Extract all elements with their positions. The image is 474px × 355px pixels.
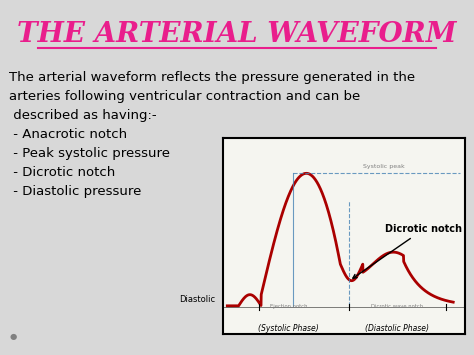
Text: THE ARTERIAL WAVEFORM: THE ARTERIAL WAVEFORM <box>17 21 457 48</box>
Text: The arterial waveform reflects the pressure generated in the
arteries following : The arterial waveform reflects the press… <box>9 71 416 198</box>
Text: Diastolic: Diastolic <box>180 295 216 305</box>
Text: Ejection notch: Ejection notch <box>270 304 307 308</box>
Text: Dicrotic wave notch: Dicrotic wave notch <box>371 304 423 308</box>
Text: (Systolic Phase): (Systolic Phase) <box>258 324 319 333</box>
Text: ●: ● <box>9 332 17 341</box>
Text: (Diastolic Phase): (Diastolic Phase) <box>365 324 429 333</box>
Text: Dicrotic notch: Dicrotic notch <box>353 224 463 278</box>
Text: Systolic peak: Systolic peak <box>363 164 405 169</box>
